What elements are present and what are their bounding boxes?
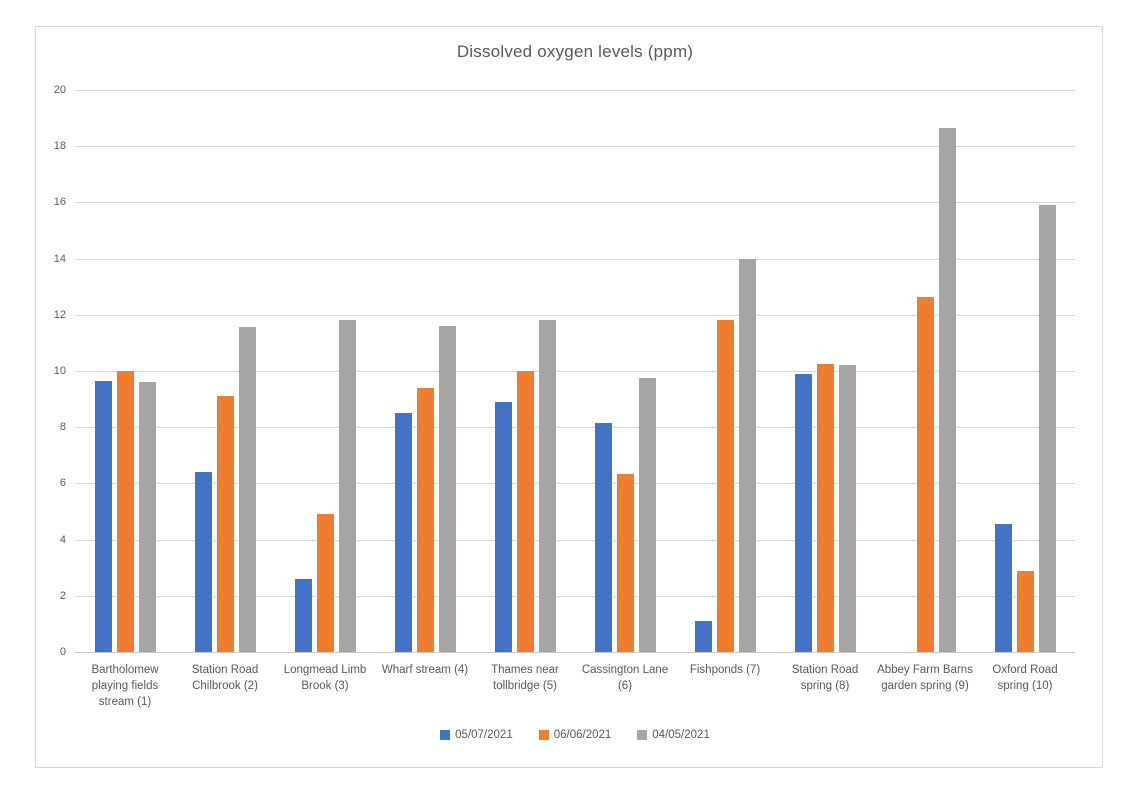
- bar-05-07-2021-cat1[interactable]: [94, 380, 112, 652]
- y-tick-label: 18: [53, 140, 66, 153]
- bar-05-07-2021-cat8[interactable]: [794, 373, 812, 652]
- gridline: [75, 202, 1075, 204]
- bar-06-06-2021-cat6[interactable]: [616, 473, 634, 652]
- bar-05-07-2021-cat2[interactable]: [194, 472, 212, 652]
- y-tick-label: 6: [59, 477, 66, 490]
- y-tick-label: 10: [53, 365, 66, 377]
- bar-05-07-2021-cat7[interactable]: [694, 621, 712, 652]
- bar-06-06-2021-cat1[interactable]: [116, 371, 134, 652]
- gridline: [75, 146, 1075, 148]
- x-axis-line: [75, 652, 1075, 653]
- legend-swatch-icon: [440, 730, 451, 740]
- y-tick-label: 0: [59, 646, 66, 658]
- legend-swatch-icon: [538, 730, 549, 740]
- legend-label: 05/07/2021: [455, 729, 513, 741]
- bar-06-06-2021-cat3[interactable]: [316, 514, 334, 652]
- gridline: [75, 314, 1075, 316]
- bar-04-05-2021-cat3[interactable]: [338, 320, 356, 652]
- legend-swatch-icon: [637, 730, 648, 740]
- legend-item-06-06-2021[interactable]: 06/06/2021: [538, 729, 612, 741]
- y-tick-label: 4: [59, 533, 66, 546]
- bar-04-05-2021-cat1[interactable]: [138, 382, 156, 652]
- gridline: [75, 427, 1075, 429]
- chart-title: Dissolved oxygen levels (ppm): [456, 42, 694, 61]
- y-tick-label: 2: [59, 589, 66, 602]
- bar-04-05-2021-cat5[interactable]: [538, 320, 556, 652]
- bar-04-05-2021-cat6[interactable]: [638, 378, 656, 652]
- y-tick-label: 12: [53, 308, 66, 321]
- bar-04-05-2021-cat9[interactable]: [938, 127, 956, 652]
- x-category-label: Abbey Farm Barns garden spring (9): [877, 664, 973, 692]
- bar-06-06-2021-cat9[interactable]: [916, 296, 934, 652]
- bar-04-05-2021-cat8[interactable]: [838, 365, 856, 652]
- legend-label: 04/05/2021: [652, 729, 710, 741]
- bar-05-07-2021-cat6[interactable]: [594, 422, 612, 652]
- x-category-label: Longmead Limb Brook (3): [283, 664, 367, 692]
- bar-06-06-2021-cat10[interactable]: [1016, 570, 1034, 652]
- x-category-label: Wharf stream (4): [381, 664, 469, 676]
- gridline: [75, 371, 1075, 372]
- gridline: [75, 90, 1075, 91]
- legend-item-05-07-2021[interactable]: 05/07/2021: [440, 729, 513, 741]
- bar-06-06-2021-cat5[interactable]: [516, 371, 534, 652]
- gridline: [75, 539, 1075, 541]
- bar-05-07-2021-cat10[interactable]: [994, 524, 1012, 652]
- bar-05-07-2021-cat3[interactable]: [294, 578, 312, 652]
- x-category-label: Fishponds (7): [689, 664, 761, 676]
- x-category-label: Station Road spring (8): [791, 664, 859, 692]
- x-category-label: Bartholomew playing fields stream (1): [91, 664, 159, 708]
- y-tick-label: 14: [53, 252, 66, 265]
- x-category-label: Station Road Chilbrook (2): [191, 664, 259, 692]
- bar-04-05-2021-cat4[interactable]: [438, 326, 456, 652]
- x-category-label: Cassington Lane (6): [581, 664, 669, 692]
- y-tick-label: 16: [53, 196, 66, 209]
- bar-04-05-2021-cat10[interactable]: [1038, 205, 1056, 652]
- bar-04-05-2021-cat2[interactable]: [238, 327, 256, 652]
- y-tick-label: 20: [53, 84, 66, 96]
- bar-06-06-2021-cat4[interactable]: [416, 387, 434, 652]
- bar-06-06-2021-cat2[interactable]: [216, 396, 234, 652]
- gridline: [75, 483, 1075, 485]
- x-category-label: Thames near tollbridge (5): [491, 664, 559, 692]
- legend-item-04-05-2021[interactable]: 04/05/2021: [637, 729, 710, 741]
- bar-06-06-2021-cat7[interactable]: [716, 320, 734, 652]
- bar-06-06-2021-cat8[interactable]: [816, 363, 834, 652]
- bar-05-07-2021-cat5[interactable]: [494, 401, 512, 652]
- x-category-label: Oxford Road spring (10): [992, 664, 1058, 692]
- gridline: [75, 595, 1075, 597]
- legend: 05/07/2021 06/06/2021 04/05/2021: [75, 729, 1075, 741]
- bar-04-05-2021-cat7[interactable]: [738, 258, 756, 652]
- legend-label: 06/06/2021: [553, 729, 612, 741]
- y-tick-label: 8: [59, 421, 66, 434]
- bar-05-07-2021-cat4[interactable]: [394, 413, 412, 652]
- gridline: [75, 258, 1075, 260]
